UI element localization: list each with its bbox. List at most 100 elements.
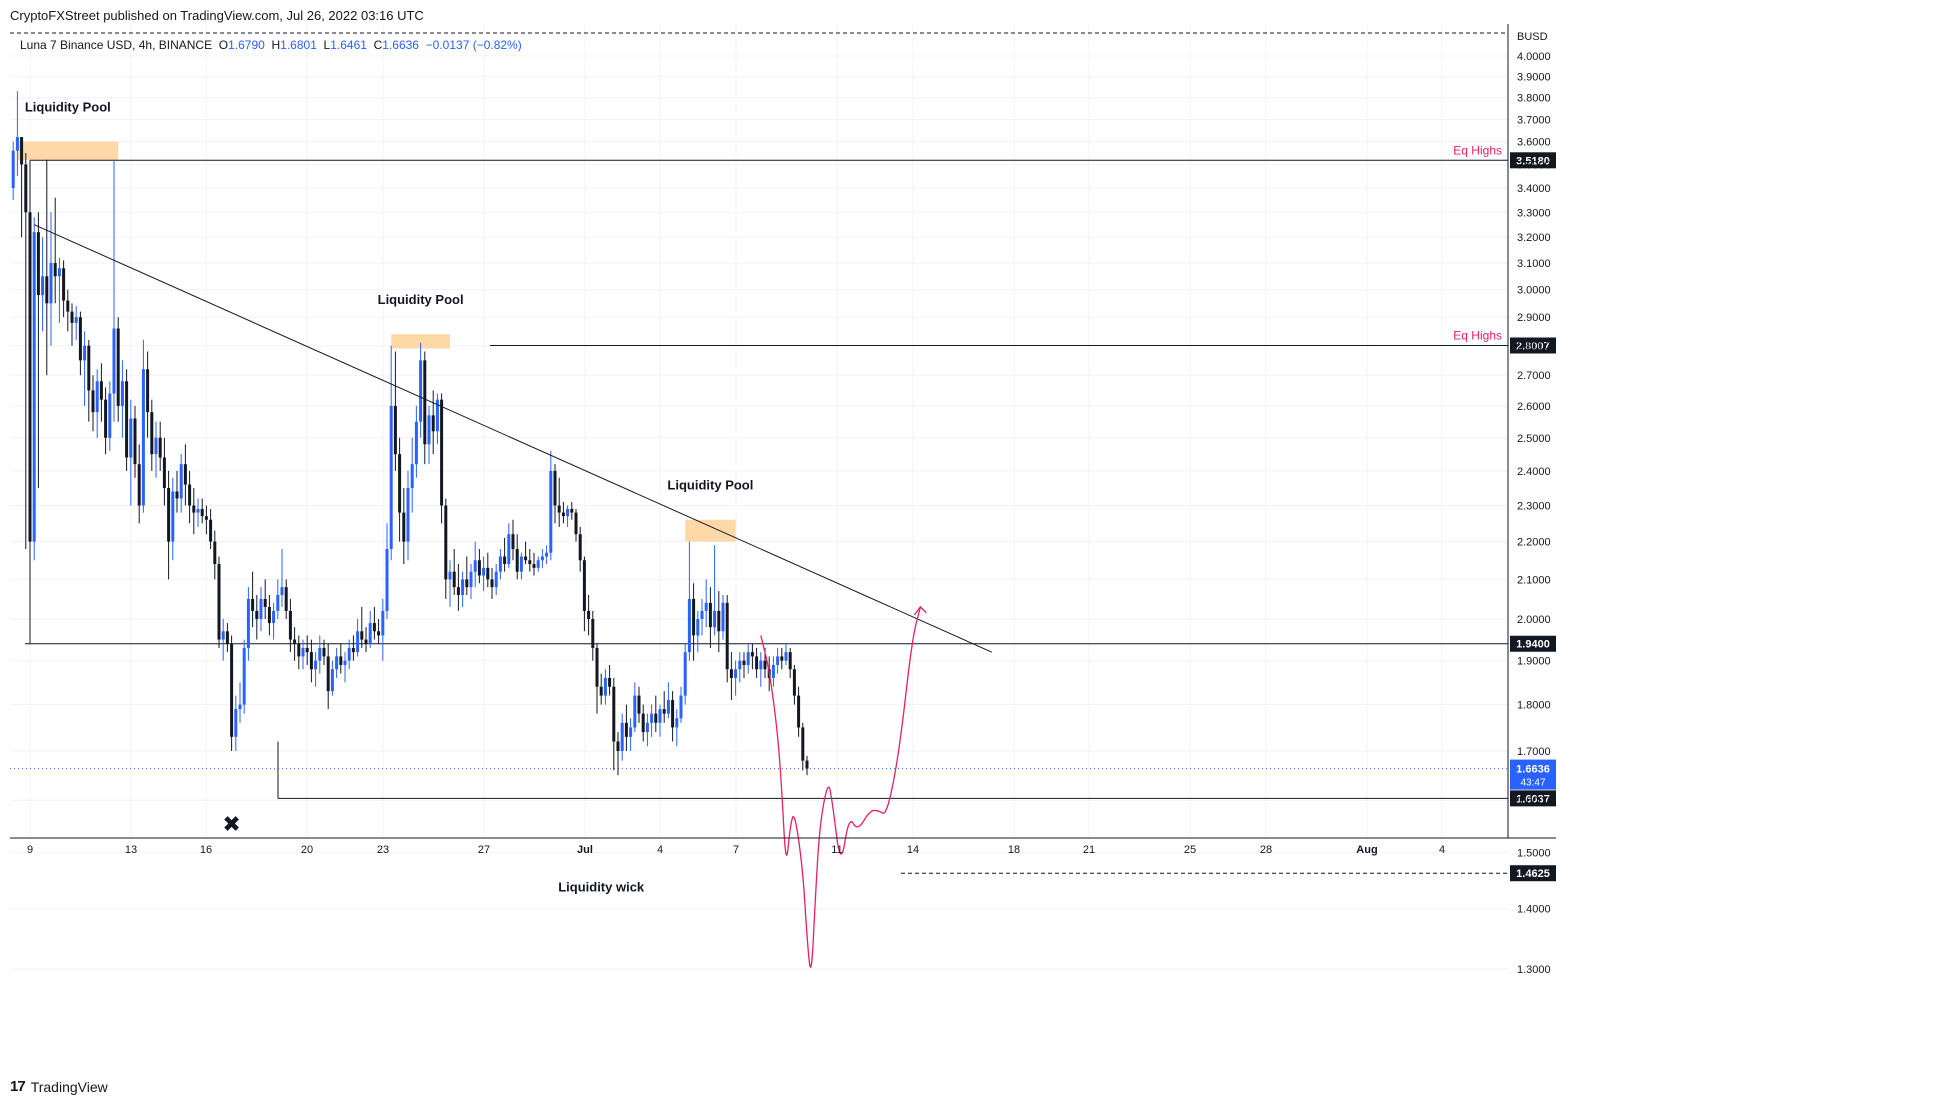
x-tick-label-5: 27 — [478, 844, 490, 856]
y-tick-label-27: 1.3000 — [1517, 964, 1551, 976]
candle-body-86 — [372, 623, 376, 632]
price-levels: Eq Highs 3.5180 Eq Highs 2.8007 1.9400 1.6037… — [10, 32, 1556, 882]
candle-body-54 — [238, 704, 242, 710]
candle-body-105 — [452, 571, 456, 588]
candle-body-134 — [574, 512, 578, 535]
candle-body-102 — [440, 399, 444, 506]
candle-body-36 — [162, 457, 166, 489]
candle-body-153 — [654, 713, 658, 723]
high-value: 1.6801 — [280, 38, 317, 52]
candle-body-184 — [784, 652, 788, 661]
candle-body-143 — [612, 686, 616, 742]
change-value: −0.0137 (−0.82%) — [425, 38, 522, 52]
candle-body-175 — [746, 652, 750, 665]
tradingview-logo[interactable]: 17 TradingView — [10, 1078, 108, 1095]
candle-body-40 — [179, 464, 183, 499]
candle-body-91 — [393, 405, 397, 455]
candle-body-94 — [406, 488, 410, 542]
y-tick-label-2: 3.8000 — [1517, 93, 1551, 105]
candle-body-92 — [398, 454, 402, 513]
x-tick-label-9: 11 — [831, 844, 842, 856]
candle-body-89 — [385, 549, 389, 611]
candle-body-52 — [230, 643, 234, 737]
candle-body-164 — [700, 610, 704, 619]
candle-body-7 — [41, 276, 45, 296]
candle-body-43 — [192, 505, 196, 513]
x-tick-label-1: 13 — [125, 844, 137, 856]
liquidity-zone-2 — [685, 519, 736, 542]
y-tick-label-25: 1.5000 — [1517, 848, 1551, 860]
projection-path — [760, 606, 922, 968]
candle-body-109 — [469, 571, 473, 588]
y-tick-label-15: 2.5000 — [1517, 433, 1551, 445]
liquidity-pool-label-2: Liquidity Pool — [667, 478, 753, 493]
y-tick-label-10: 3.0000 — [1517, 285, 1551, 297]
candle-body-46 — [204, 516, 208, 520]
candle-body-177 — [755, 656, 759, 670]
candle-body-146 — [624, 722, 628, 737]
candle-body-74 — [322, 647, 326, 657]
candle-body-186 — [792, 669, 796, 696]
candle-body-93 — [402, 512, 406, 542]
eq-highs-label-1: Eq Highs — [1453, 329, 1502, 343]
candle-body-32 — [146, 369, 150, 413]
x-tick-label-6: Jul — [577, 844, 593, 856]
candle-body-112 — [482, 567, 486, 576]
x-tick-label-16: 4 — [1439, 844, 1445, 856]
candle-body-167 — [713, 610, 717, 628]
price-badge-0 — [1510, 152, 1556, 169]
candle-body-39 — [175, 491, 179, 499]
candle-body-138 — [591, 619, 595, 648]
x-tick-label-4: 23 — [377, 844, 389, 856]
candle-body-104 — [448, 571, 452, 580]
candle-body-81 — [351, 647, 355, 653]
last-price-value: 1.6636 — [1516, 764, 1550, 776]
candle-body-67 — [293, 639, 297, 644]
axes: BUSD 4.0000 3.9000 3.8000 3.7000 3.6000 3.5000… — [10, 24, 1556, 976]
x-tick-label-14: 28 — [1260, 844, 1272, 856]
candle-body-64 — [280, 587, 284, 595]
candle-body-23 — [108, 393, 112, 438]
candle-body-157 — [671, 700, 675, 728]
candle-body-173 — [738, 660, 742, 670]
y-tick-label-1: 3.9000 — [1517, 72, 1551, 84]
candle-body-187 — [797, 695, 801, 728]
candle-body-145 — [620, 722, 624, 752]
candle-body-150 — [641, 713, 645, 733]
descending-trendline — [33, 224, 993, 653]
candle-body-155 — [662, 709, 666, 714]
candle-body-101 — [435, 399, 439, 432]
liquidity-zone-0 — [17, 141, 119, 160]
candle-body-114 — [490, 579, 494, 588]
candle-body-45 — [200, 509, 204, 517]
candle-body-189 — [805, 760, 809, 769]
low-label: L — [323, 38, 331, 52]
y-tick-label-26: 1.4000 — [1517, 904, 1551, 916]
candle-body-1 — [15, 137, 19, 151]
candle-body-179 — [763, 660, 767, 670]
candle-body-122 — [524, 556, 528, 561]
candle-body-41 — [183, 464, 187, 485]
candle-body-128 — [549, 470, 553, 553]
price-badge-text-3: 1.6037 — [1516, 793, 1550, 805]
candle-body-135 — [578, 534, 582, 561]
liquidity-zones: Liquidity Pool Liquidity Pool Liquidity Po… — [17, 100, 753, 542]
price-badge-4 — [1510, 865, 1556, 882]
candle-body-65 — [284, 587, 288, 611]
candle-body-42 — [188, 484, 192, 506]
candle-body-103 — [444, 505, 448, 580]
y-tick-label-16: 2.4000 — [1517, 466, 1551, 478]
symbol-name: Luna 7 Binance USD, 4h, BINANCE — [20, 38, 213, 52]
candle-body-171 — [729, 669, 733, 678]
candle-body-22 — [104, 399, 108, 438]
candle-body-113 — [486, 567, 490, 580]
candle-body-117 — [503, 556, 507, 565]
candle-body-16 — [78, 317, 82, 361]
price-badge-2 — [1510, 635, 1556, 652]
candle-body-129 — [553, 470, 557, 506]
symbol-legend[interactable]: Luna 7 Binance USD, 4h, BINANCE O1.6790 … — [20, 38, 522, 52]
candle-body-8 — [45, 276, 49, 304]
candle-body-71 — [309, 652, 313, 670]
candle-body-0 — [11, 150, 15, 189]
